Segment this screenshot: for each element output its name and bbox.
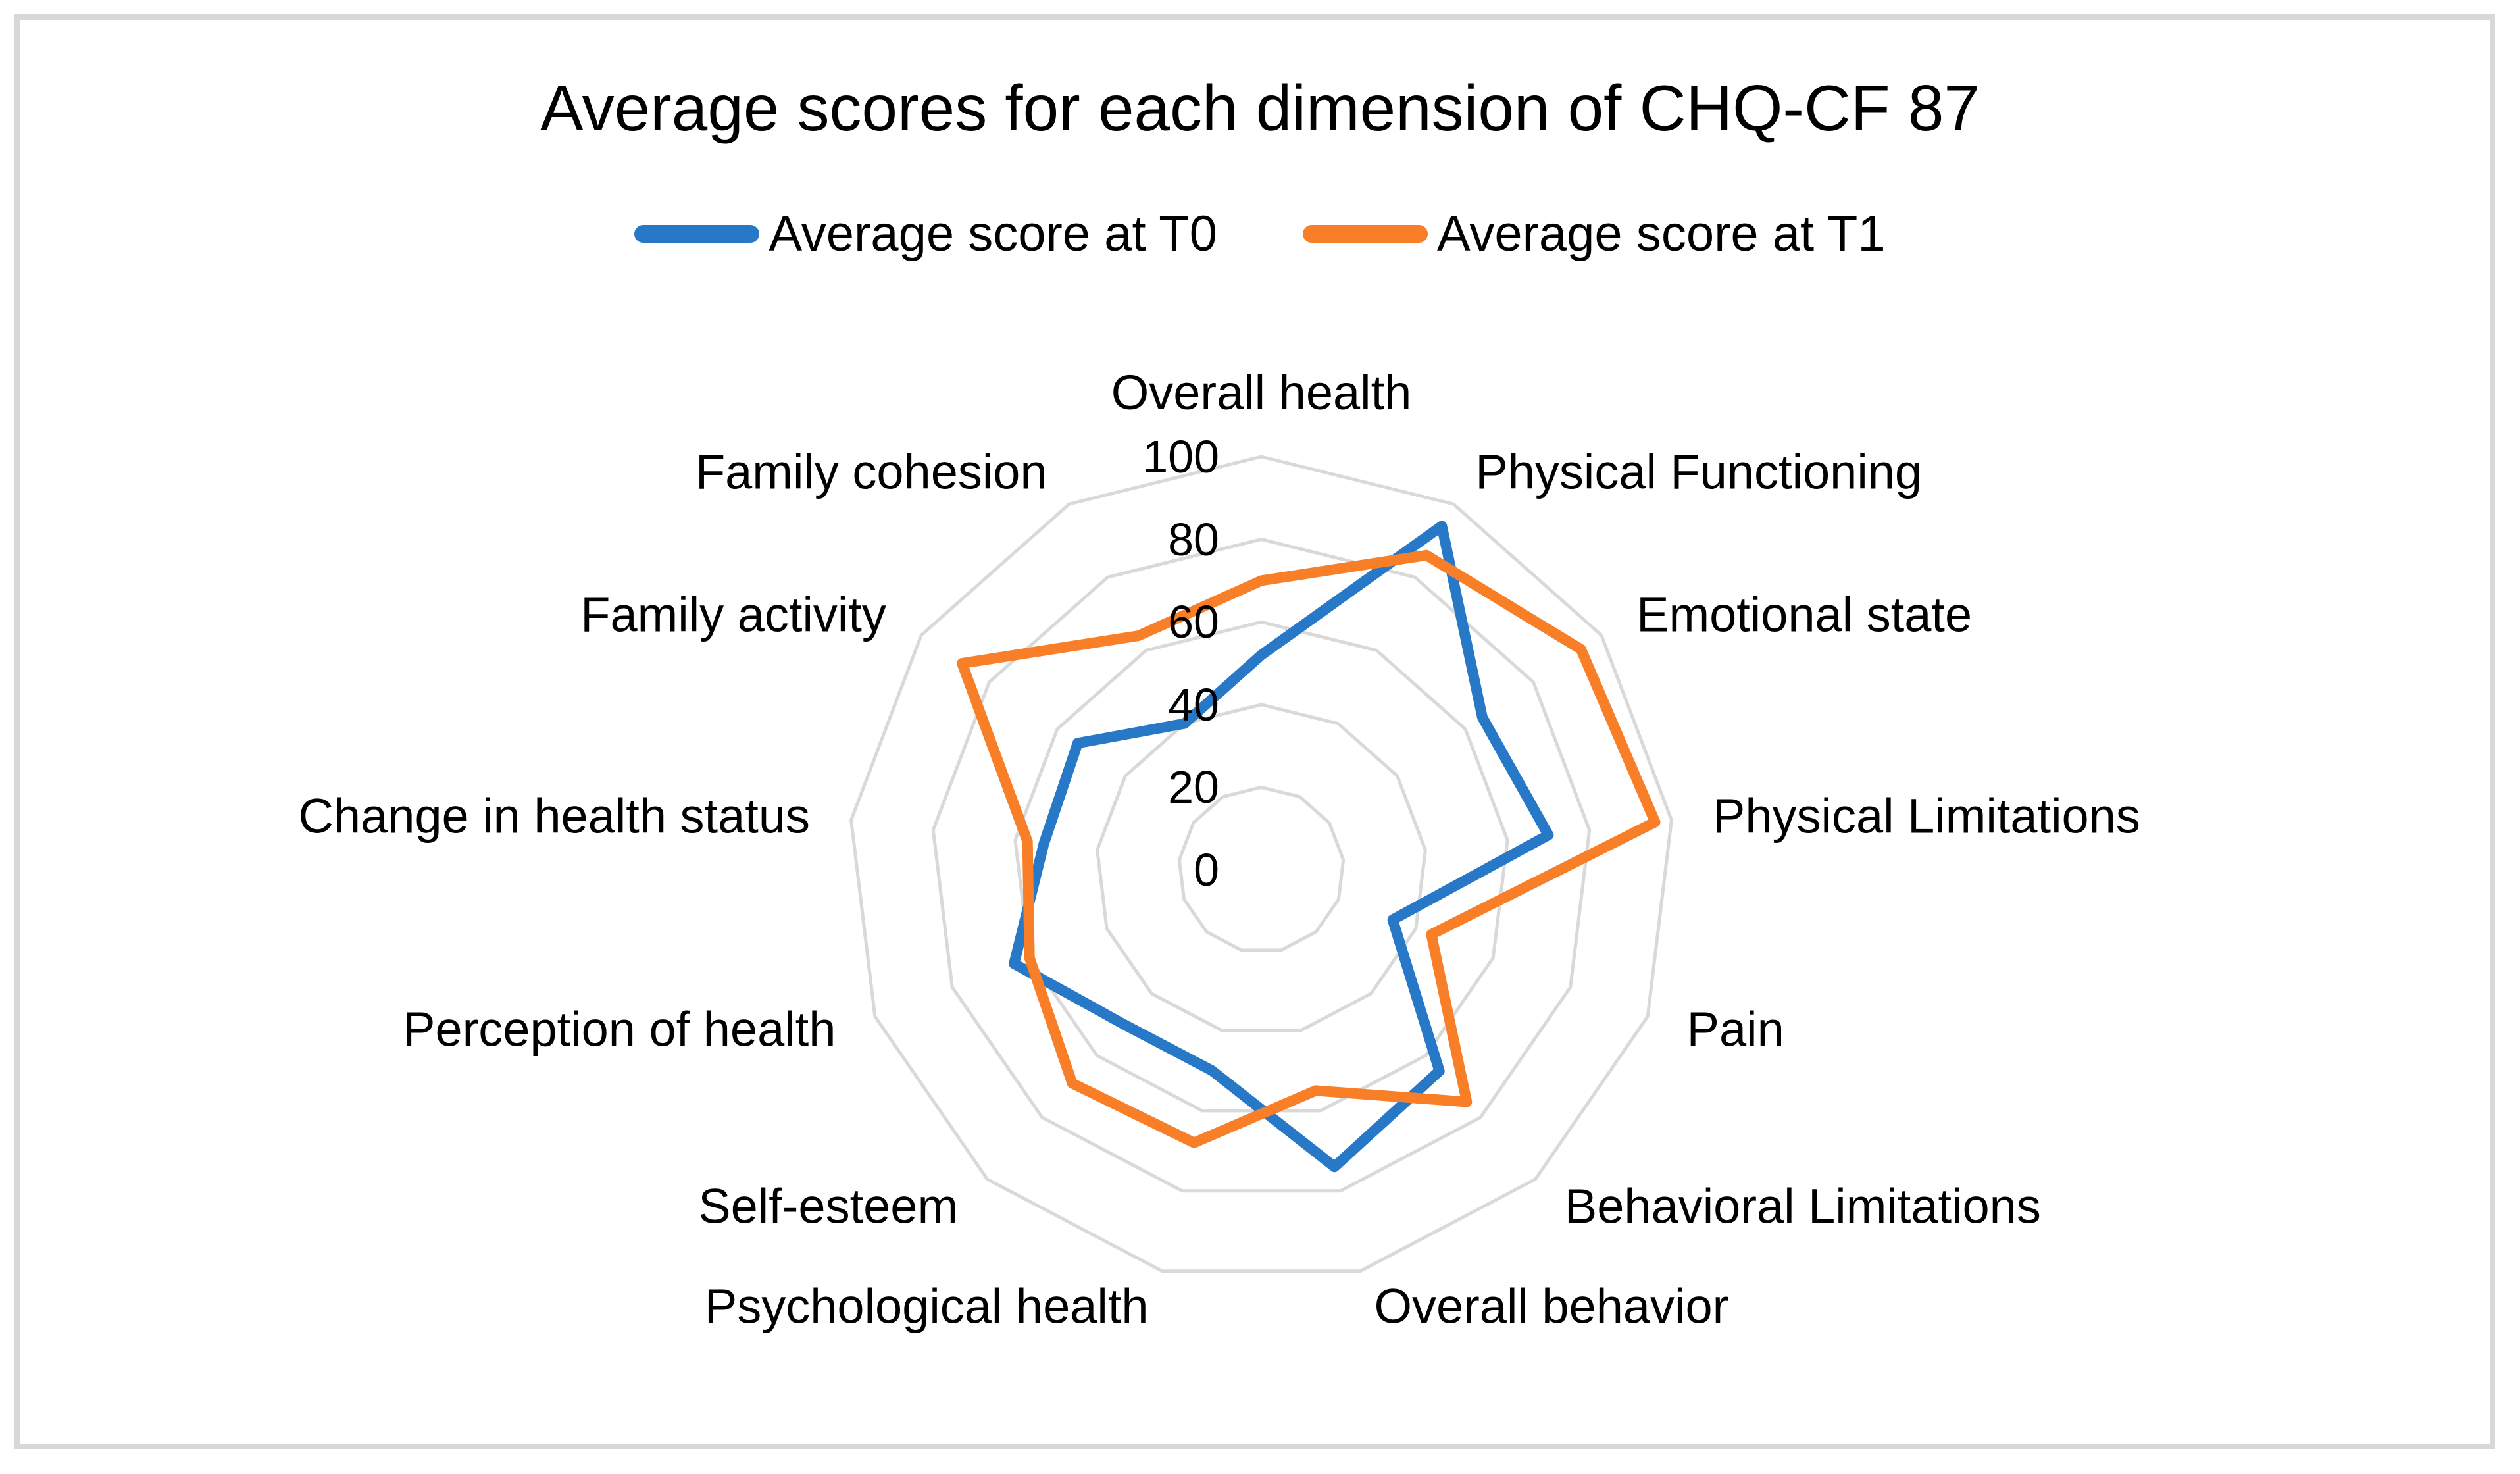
category-label-overall-health: Overall health — [1111, 365, 1412, 420]
tick-label-60: 60 — [1168, 596, 1219, 648]
category-label-family-cohesion: Family cohesion — [695, 444, 1047, 499]
legend-item-t0: Average score at T0 — [634, 205, 1217, 263]
category-label-physical-limitations: Physical Limitations — [1713, 788, 2140, 844]
radar-series-polygon-t1 — [957, 549, 1661, 1148]
category-label-psychological-health: Psychological health — [704, 1279, 1149, 1334]
radar-gridline-ring-40 — [1096, 703, 1427, 1032]
category-label-change-in-health-status: Change in health status — [298, 788, 810, 844]
legend-swatch-t1 — [1303, 225, 1428, 243]
legend-label-t0: Average score at T0 — [769, 206, 1217, 262]
legend-item-t1: Average score at T1 — [1303, 205, 1886, 263]
legend-label-t1: Average score at T1 — [1437, 206, 1886, 262]
category-label-pain: Pain — [1686, 1002, 1784, 1057]
tick-label-40: 40 — [1168, 678, 1219, 730]
radar-gridline-ring-100 — [849, 455, 1673, 1273]
category-label-behavioral-limitations: Behavioral Limitations — [1564, 1179, 2041, 1234]
legend: Average score at T0 Average score at T1 — [0, 205, 2520, 263]
category-label-emotional-state: Emotional state — [1636, 587, 1973, 642]
legend-swatch-t0 — [634, 225, 760, 243]
radar-series-polygon-t0 — [1009, 521, 1554, 1173]
tick-label-20: 20 — [1168, 761, 1219, 813]
category-label-family-activity: Family activity — [580, 587, 886, 642]
category-label-perception-of-health: Perception of health — [403, 1002, 836, 1057]
tick-label-0: 0 — [1194, 844, 1219, 896]
chart-title: Average scores for each dimension of CHQ… — [540, 72, 1980, 144]
category-label-self-esteem: Self-esteem — [698, 1179, 959, 1234]
category-label-physical-functioning: Physical Functioning — [1475, 444, 1923, 499]
category-label-overall-behavior: Overall behavior — [1374, 1279, 1729, 1334]
tick-label-80: 80 — [1168, 513, 1219, 565]
chart-border — [14, 14, 2495, 1449]
radar-gridline-ring-20 — [1177, 785, 1346, 952]
tick-label-100: 100 — [1142, 431, 1219, 482]
